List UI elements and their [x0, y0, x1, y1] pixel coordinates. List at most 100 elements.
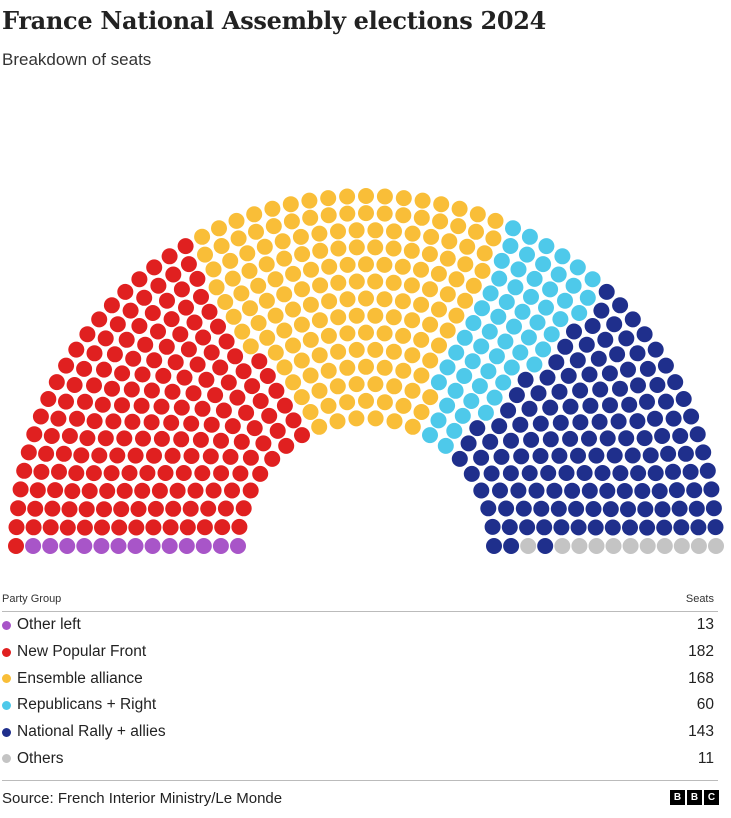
- seat-new-popular-front: [183, 415, 200, 432]
- seat-republicans-right: [481, 323, 498, 340]
- seat-new-popular-front: [167, 354, 184, 371]
- seat-national-rally-allies: [572, 414, 589, 431]
- seat-national-rally-allies: [542, 399, 559, 416]
- seat-ensemble-alliance: [197, 246, 213, 263]
- seat-new-popular-front: [51, 463, 67, 480]
- seat-new-popular-front: [91, 311, 108, 328]
- seat-republicans-right: [491, 270, 508, 287]
- seat-republicans-right: [495, 374, 512, 391]
- seat-ensemble-alliance: [312, 277, 329, 294]
- seat-new-popular-front: [43, 428, 60, 444]
- seat-new-popular-front: [40, 391, 57, 407]
- seat-ensemble-alliance: [414, 192, 431, 209]
- seat-ensemble-alliance: [250, 315, 267, 331]
- seat-national-rally-allies: [657, 357, 674, 374]
- seat-new-popular-front: [153, 430, 170, 447]
- seat-republicans-right: [473, 338, 490, 355]
- seat-ensemble-alliance: [321, 258, 338, 275]
- seat-new-popular-front: [143, 382, 160, 399]
- seat-national-rally-allies: [597, 331, 614, 348]
- seat-ensemble-alliance: [265, 218, 282, 235]
- seat-national-rally-allies: [612, 297, 629, 314]
- seat-ensemble-alliance: [376, 256, 393, 273]
- seat-national-rally-allies: [665, 410, 682, 427]
- seat-national-rally-allies: [562, 430, 579, 447]
- seat-other-left: [195, 538, 212, 554]
- seat-ensemble-alliance: [413, 331, 430, 348]
- seat-new-popular-front: [94, 396, 111, 413]
- seat-national-rally-allies: [695, 444, 712, 461]
- seat-new-popular-front: [137, 336, 154, 353]
- seat-national-rally-allies: [599, 482, 616, 499]
- seat-ensemble-alliance: [339, 291, 356, 308]
- seat-ensemble-alliance: [321, 293, 338, 310]
- seat-new-popular-front: [69, 410, 85, 427]
- seat-new-popular-front: [77, 393, 93, 410]
- legend-label: New Popular Front: [17, 643, 147, 661]
- seat-new-popular-front: [194, 400, 211, 417]
- seat-ensemble-alliance: [413, 261, 429, 278]
- seat-ensemble-alliance: [339, 359, 356, 376]
- seat-republicans-right: [538, 299, 554, 316]
- seat-new-popular-front: [144, 305, 161, 321]
- seat-republicans-right: [498, 294, 515, 310]
- seat-national-rally-allies: [521, 400, 538, 417]
- seat-new-popular-front: [162, 519, 179, 536]
- seat-ensemble-alliance: [330, 274, 347, 291]
- seat-republicans-right: [584, 271, 601, 288]
- seat-ensemble-alliance: [211, 220, 227, 237]
- seat-republicans-right: [482, 285, 499, 302]
- seat-national-rally-allies: [560, 367, 577, 384]
- chart-subtitle: Breakdown of seats: [2, 50, 152, 69]
- seat-republicans-right: [519, 246, 535, 263]
- seat-national-rally-allies: [557, 338, 574, 355]
- seat-new-popular-front: [133, 397, 150, 414]
- seat-new-popular-front: [76, 360, 93, 377]
- seat-ensemble-alliance: [311, 418, 328, 435]
- seat-republicans-right: [437, 437, 454, 454]
- legend-label: Other left: [17, 616, 81, 634]
- seat-republicans-right: [463, 393, 480, 409]
- seat-republicans-right: [503, 359, 520, 376]
- seat-ensemble-alliance: [311, 225, 328, 242]
- seat-ensemble-alliance: [358, 256, 374, 273]
- seat-national-rally-allies: [553, 519, 570, 536]
- seat-new-popular-front: [202, 448, 219, 465]
- seat-new-popular-front: [81, 483, 98, 499]
- seat-republicans-right: [480, 363, 497, 380]
- seat-republicans-right: [506, 318, 522, 335]
- seat-ensemble-alliance: [339, 325, 356, 342]
- seat-national-rally-allies: [523, 431, 540, 448]
- seat-ensemble-alliance: [413, 209, 430, 226]
- seat-other-left: [59, 538, 76, 554]
- seat-ensemble-alliance: [422, 352, 439, 369]
- seat-new-popular-front: [121, 465, 138, 481]
- seat-ensemble-alliance: [421, 246, 438, 263]
- seat-national-rally-allies: [591, 413, 608, 430]
- seat-national-rally-allies: [668, 482, 685, 499]
- seat-ensemble-alliance: [439, 286, 456, 303]
- seat-ensemble-alliance: [386, 223, 402, 240]
- seat-new-popular-front: [68, 465, 85, 482]
- seat-republicans-right: [526, 356, 543, 373]
- seat-ensemble-alliance: [217, 294, 234, 310]
- seat-national-rally-allies: [610, 413, 627, 430]
- seat-ensemble-alliance: [450, 218, 467, 235]
- seat-ensemble-alliance: [285, 337, 301, 354]
- seat-other-left: [42, 538, 59, 554]
- seat-other-left: [93, 538, 110, 554]
- seat-new-popular-front: [165, 500, 182, 517]
- seat-new-popular-front: [79, 326, 96, 343]
- seat-ensemble-alliance: [242, 300, 258, 317]
- seat-ensemble-alliance: [422, 389, 439, 406]
- seat-new-popular-front: [38, 445, 55, 462]
- seat-national-rally-allies: [606, 447, 623, 464]
- seat-ensemble-alliance: [448, 271, 465, 288]
- seat-national-rally-allies: [699, 462, 716, 479]
- seat-new-popular-front: [58, 393, 74, 410]
- seat-national-rally-allies: [609, 346, 626, 363]
- seat-ensemble-alliance: [205, 261, 222, 278]
- seat-new-popular-front: [264, 450, 281, 467]
- seat-ensemble-alliance: [285, 265, 302, 282]
- seat-republicans-right: [493, 252, 510, 269]
